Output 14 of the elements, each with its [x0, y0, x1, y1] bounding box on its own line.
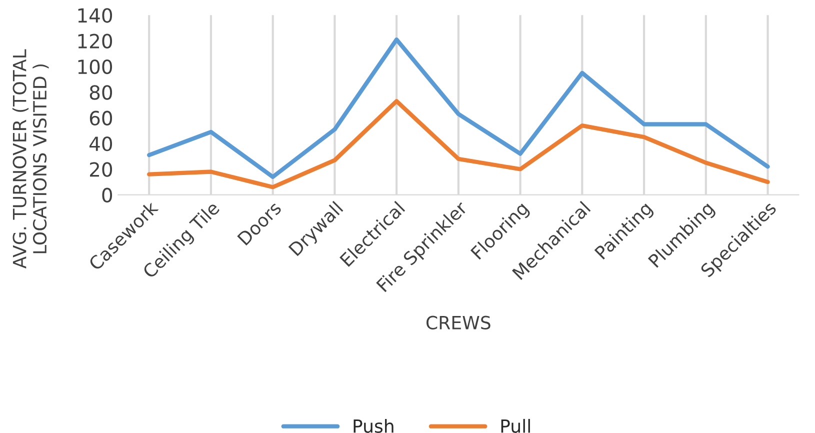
legend-label: Pull — [501, 418, 530, 433]
y-tick-label: 0 — [102, 188, 112, 203]
y-tick-label: 20 — [90, 162, 112, 177]
y-tick-label: 80 — [90, 85, 112, 100]
y-tick-label: 120 — [78, 34, 112, 48]
legend-label: Push — [354, 418, 394, 433]
y-axis-title: AVG. TURNOVER (TOTAL LOCATIONS VISITED ) — [12, 49, 49, 269]
line-series — [147, 99, 770, 190]
line-series — [147, 37, 770, 179]
y-tick-label: 40 — [90, 136, 112, 152]
y-tick-label: 140 — [78, 8, 112, 23]
y-tick-label: 100 — [78, 59, 112, 74]
y-tick-label: 60 — [90, 110, 112, 126]
x-axis-title: CREWS — [426, 316, 490, 330]
